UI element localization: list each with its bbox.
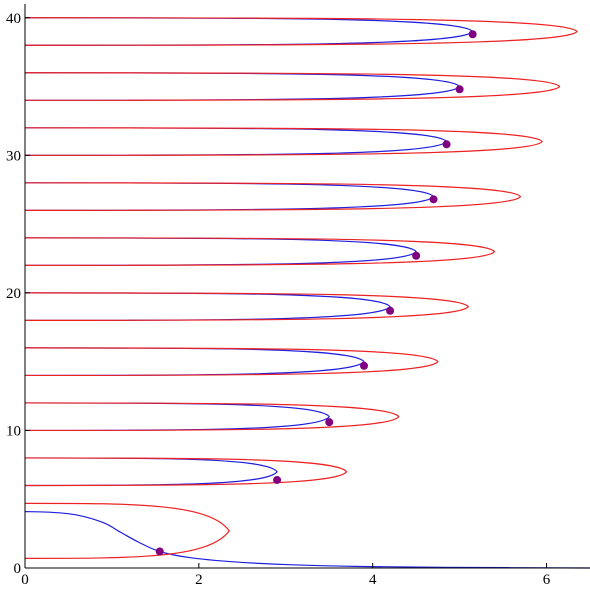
blue-curve-loop-9 <box>24 17 474 46</box>
y-tick-label-3: 20 <box>6 286 21 302</box>
blue-curve-loop-6 <box>24 182 435 211</box>
intersection-point-10 <box>468 30 477 39</box>
intersection-point-4 <box>360 361 368 370</box>
x-tick-label-3: 4 <box>369 572 377 588</box>
blue-curve-loop-1 <box>24 457 278 487</box>
blue-curve-base <box>24 511 590 569</box>
intersection-point-1 <box>155 547 164 556</box>
y-tick-label-2: 10 <box>6 423 21 439</box>
intersection-point-2 <box>273 475 282 484</box>
red-curve-loop-7 <box>24 182 522 211</box>
intersection-point-3 <box>325 418 334 427</box>
y-tick-label-4: 30 <box>6 148 21 164</box>
x-tick-label-2: 2 <box>195 572 203 588</box>
red-curve-loop-5 <box>24 292 470 321</box>
axes-layer <box>24 4 590 569</box>
red-curve-loop-9 <box>24 72 561 101</box>
x-tick-label-4: 6 <box>543 572 551 588</box>
red-curve-loop-3 <box>24 402 400 432</box>
intersection-point-6 <box>412 251 421 260</box>
x-tick-label-1: 0 <box>21 572 29 588</box>
blue-curve-loop-2 <box>24 402 330 432</box>
y-tick-label-1: 0 <box>14 561 22 577</box>
red-curve-loop-10 <box>24 17 578 46</box>
intersection-point-7 <box>429 195 438 204</box>
intersection-point-9 <box>455 85 464 94</box>
blue-curve-loop-5 <box>24 237 417 266</box>
curves-layer <box>24 17 590 569</box>
blue-curve-loop-8 <box>24 72 461 101</box>
red-curve-loop-2 <box>24 457 348 487</box>
y-tick-label-5: 40 <box>6 11 21 27</box>
blue-curve-loop-7 <box>24 127 448 156</box>
intersection-point-8 <box>442 140 451 149</box>
red-curve-loop-1 <box>24 502 231 559</box>
blue-curve-loop-4 <box>24 292 391 321</box>
blue-curve-loop-3 <box>24 347 365 377</box>
intersection-point-5 <box>386 306 395 315</box>
points-layer <box>155 30 477 556</box>
red-curve-loop-8 <box>24 127 543 156</box>
ticks-layer: 0 2 4 6 0 10 20 30 40 <box>6 11 551 588</box>
red-curve-loop-6 <box>24 237 496 266</box>
red-curve-loop-4 <box>24 347 439 377</box>
